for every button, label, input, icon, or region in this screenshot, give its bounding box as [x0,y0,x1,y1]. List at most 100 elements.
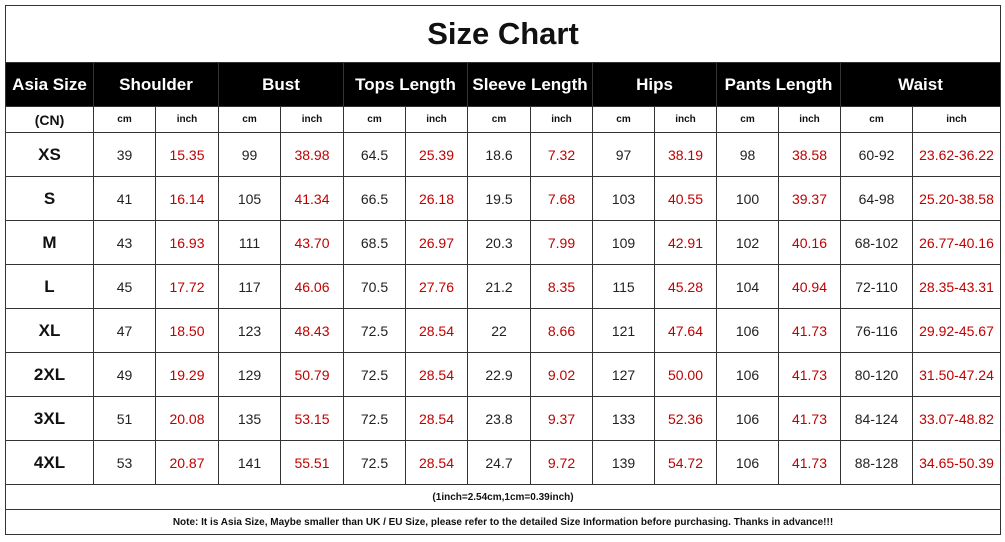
cm-value: 22 [467,308,531,353]
inch-value: 9.72 [530,440,593,485]
inch-value: 33.07-48.82 [911,396,1002,441]
unit-label: cm [592,106,655,133]
size-label: XS [5,132,94,177]
note: (1inch=2.54cm,1cm=0.39inch) [4,484,1002,510]
unit-label: inch [155,106,219,133]
cm-value: 135 [218,396,281,441]
size-row: 4XL 53 20.87 141 55.51 72.5 28.54 24.7 9.72 139 54… [5,440,1002,485]
unit-label: inch [654,106,717,133]
note-row: Note: It is Asia Size, Maybe smaller tha… [4,509,1002,535]
inch-value: 17.72 [155,264,219,309]
cm-value: 47 [93,308,156,353]
inch-value: 7.99 [530,220,593,265]
cm-value: 106 [716,396,779,441]
inch-value: 38.19 [654,132,717,177]
cm-value: 64-98 [840,176,913,221]
size-row: M 43 16.93 111 43.70 68.5 26.97 20.3 7.99 109 42.9… [5,220,1002,265]
cm-value: 76-116 [840,308,913,353]
note: Note: It is Asia Size, Maybe smaller tha… [4,509,1002,535]
inch-value: 41.73 [778,396,841,441]
inch-value: 47.64 [654,308,717,353]
inch-value: 43.70 [280,220,344,265]
inch-value: 40.94 [778,264,841,309]
title: Size Chart [4,5,1002,63]
cm-value: 66.5 [343,176,406,221]
note-row: (1inch=2.54cm,1cm=0.39inch) [4,484,1002,510]
cm-value: 106 [716,352,779,397]
unit-label: cm [840,106,913,133]
table-body: Size Chart Asia Size Shoulder Bust Tops Leng… [4,5,1002,535]
inch-value: 50.00 [654,352,717,397]
column-header: Tops Length [343,62,468,107]
inch-value: 28.54 [405,308,468,353]
cm-value: 19.5 [467,176,531,221]
cm-value: 97 [592,132,655,177]
header-row: Asia Size Shoulder Bust Tops Length Sleeve L… [5,62,1002,107]
inch-value: 8.66 [530,308,593,353]
column-header: Pants Length [716,62,841,107]
cm-value: 99 [218,132,281,177]
inch-value: 53.15 [280,396,344,441]
inch-value: 31.50-47.24 [911,352,1002,397]
cm-value: 39 [93,132,156,177]
inch-value: 29.92-45.67 [911,308,1002,353]
inch-value: 15.35 [155,132,219,177]
cm-value: 24.7 [467,440,531,485]
cm-value: 115 [592,264,655,309]
inch-value: 28.54 [405,396,468,441]
inch-value: 26.77-40.16 [911,220,1002,265]
size-label: XL [5,308,94,353]
cm-value: 88-128 [840,440,913,485]
cm-value: 51 [93,396,156,441]
column-header: Bust [218,62,344,107]
cm-value: 127 [592,352,655,397]
inch-value: 20.08 [155,396,219,441]
unit-label: cm [93,106,156,133]
cm-value: 80-120 [840,352,913,397]
inch-value: 54.72 [654,440,717,485]
column-header: Hips [592,62,717,107]
unit-label: cm [467,106,531,133]
size-label: 4XL [5,440,94,485]
inch-value: 34.65-50.39 [911,440,1002,485]
inch-value: 52.36 [654,396,717,441]
unit-label: inch [280,106,344,133]
cm-value: 68-102 [840,220,913,265]
inch-value: 27.76 [405,264,468,309]
cm-value: 117 [218,264,281,309]
cm-value: 49 [93,352,156,397]
inch-value: 7.68 [530,176,593,221]
inch-value: 26.18 [405,176,468,221]
cm-value: 72.5 [343,440,406,485]
unit-row: (CN) cm inch cm inch cm inch cm inch cm inch cm inch… [5,106,1002,133]
cm-value: 72.5 [343,352,406,397]
inch-value: 28.54 [405,352,468,397]
inch-value: 9.02 [530,352,593,397]
unit-label: inch [530,106,593,133]
cm-value: 68.5 [343,220,406,265]
size-row: 3XL 51 20.08 135 53.15 72.5 28.54 23.8 9.37 133 52… [5,396,1002,441]
unit-label: inch [405,106,468,133]
column-header: Sleeve Length [467,62,593,107]
inch-value: 46.06 [280,264,344,309]
cm-value: 21.2 [467,264,531,309]
column-header: Asia Size [5,62,94,107]
size-row: S 41 16.14 105 41.34 66.5 26.18 19.5 7.68 103 40.5… [5,176,1002,221]
cm-value: 121 [592,308,655,353]
cm-value: 111 [218,220,281,265]
inch-value: 26.97 [405,220,468,265]
cm-value: 72.5 [343,396,406,441]
inch-value: 55.51 [280,440,344,485]
size-table: Size Chart Asia Size Shoulder Bust Tops Leng… [4,5,1002,535]
column-header: Shoulder [93,62,219,107]
size-label: S [5,176,94,221]
cm-value: 103 [592,176,655,221]
size-row: XL 47 18.50 123 48.43 72.5 28.54 22 8.66 121 47.64… [5,308,1002,353]
size-label: L [5,264,94,309]
cm-value: 123 [218,308,281,353]
cm-value: 102 [716,220,779,265]
inch-value: 19.29 [155,352,219,397]
inch-value: 40.55 [654,176,717,221]
inch-value: 41.34 [280,176,344,221]
